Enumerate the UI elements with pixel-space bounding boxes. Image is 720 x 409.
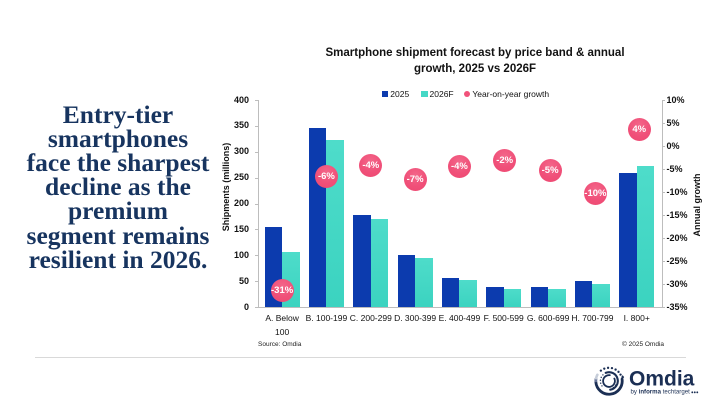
svg-text:by informa techtarget ●●●: by informa techtarget ●●● — [631, 388, 700, 395]
svg-text:Omdia: Omdia — [629, 368, 695, 391]
